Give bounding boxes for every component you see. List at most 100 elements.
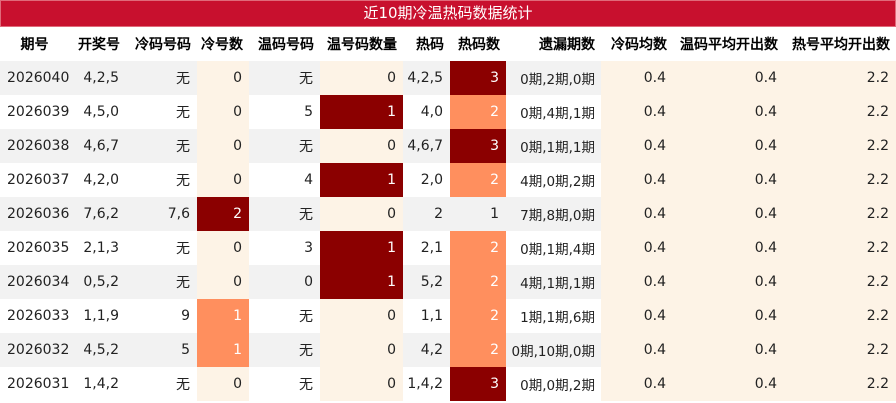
- cell-r9-c4: 无: [249, 367, 320, 401]
- table-row: 2026033 1,1,9 9 1 无 0 1,1 2 1期,1期,6期 0.4 0.4 2.2: [0, 299, 896, 333]
- stats-table: 期号 开奖号 冷码号码 冷号数 温码号码 温号码数量 热码 热码数 遗漏期数 冷码均数 温码平均开出…: [0, 27, 896, 401]
- cell-r5-c10: 0.4: [673, 231, 784, 265]
- cell-r8-c6: 4,2: [403, 333, 450, 367]
- cell-r1-c10: 0.4: [673, 95, 784, 129]
- cell-r5-c9: 0.4: [601, 231, 673, 265]
- cell-r4-c10: 0.4: [673, 197, 784, 231]
- cell-r6-c8: 4期,1期,1期: [506, 265, 601, 299]
- column-header-10: 温码平均开出数: [680, 37, 778, 53]
- column-header-8: 遗漏期数: [539, 37, 595, 53]
- cell-r6-c6: 5,2: [403, 265, 450, 299]
- cell-r9-c3: 0: [197, 367, 249, 401]
- cell-r0-c6: 4,2,5: [403, 61, 450, 95]
- column-header-0: 期号: [20, 37, 49, 53]
- cell-r7-c3: 1: [197, 299, 249, 333]
- cell-r8-c11: 2.2: [784, 333, 896, 367]
- cell-r8-c0: 2026032: [0, 333, 69, 367]
- cell-r0-c10: 0.4: [673, 61, 784, 95]
- column-header-6: 热码: [416, 37, 444, 53]
- cell-r3-c8: 4期,0期,2期: [506, 163, 601, 197]
- cell-r6-c0: 2026034: [0, 265, 69, 299]
- cell-r4-c2: 7,6: [126, 197, 197, 231]
- cell-r1-c6: 4,0: [403, 95, 450, 129]
- cell-r7-c2: 9: [126, 299, 197, 333]
- cell-r1-c0: 2026039: [0, 95, 69, 129]
- column-header-3: 冷号数: [201, 37, 243, 53]
- cell-r3-c4: 4: [249, 163, 320, 197]
- cell-r6-c9: 0.4: [601, 265, 673, 299]
- cell-r9-c8: 0期,0期,2期: [506, 367, 601, 401]
- table-row: 2026038 4,6,7 无 0 无 0 4,6,7 3 0期,1期,1期 0.4 0.4 2.2: [0, 129, 896, 163]
- cell-r0-c11: 2.2: [784, 61, 896, 95]
- cell-r8-c1: 4,5,2: [69, 333, 126, 367]
- cell-r0-c5: 0: [320, 61, 403, 95]
- cell-r7-c11: 2.2: [784, 299, 896, 333]
- cell-r1-c5: 1: [320, 95, 403, 129]
- cell-r4-c5: 0: [320, 197, 403, 231]
- cell-r2-c0: 2026038: [0, 129, 69, 163]
- column-header-1: 开奖号: [78, 37, 120, 53]
- table-row: 2026032 4,5,2 5 1 无 0 4,2 2 0期,10期,0期 0.4 0.4 2.2: [0, 333, 896, 367]
- cell-r0-c2: 无: [126, 61, 197, 95]
- column-header-11: 热号平均开出数: [792, 37, 890, 53]
- cell-r6-c2: 无: [126, 265, 197, 299]
- cell-r9-c0: 2026031: [0, 367, 69, 401]
- cell-r4-c0: 2026036: [0, 197, 69, 231]
- cell-r8-c2: 5: [126, 333, 197, 367]
- cell-r4-c8: 7期,8期,0期: [506, 197, 601, 231]
- cell-r2-c3: 0: [197, 129, 249, 163]
- cell-r5-c11: 2.2: [784, 231, 896, 265]
- cell-r4-c9: 0.4: [601, 197, 673, 231]
- cell-r4-c11: 2.2: [784, 197, 896, 231]
- cell-r1-c1: 4,5,0: [69, 95, 126, 129]
- chart-title: 近10期冷温热码数据统计: [0, 0, 896, 27]
- cell-r5-c8: 0期,1期,4期: [506, 231, 601, 265]
- cell-r0-c3: 0: [197, 61, 249, 95]
- cell-r6-c10: 0.4: [673, 265, 784, 299]
- table-row: 2026035 2,1,3 无 0 3 1 2,1 2 0期,1期,4期 0.4 0.4 2.2: [0, 231, 896, 265]
- cell-r0-c8: 0期,2期,0期: [506, 61, 601, 95]
- cell-r3-c1: 4,2,0: [69, 163, 126, 197]
- cell-r0-c4: 无: [249, 61, 320, 95]
- cell-r8-c9: 0.4: [601, 333, 673, 367]
- cell-r8-c10: 0.4: [673, 333, 784, 367]
- cell-r3-c6: 2,0: [403, 163, 450, 197]
- column-header-4: 温码号码: [258, 37, 314, 53]
- cell-r0-c0: 2026040: [0, 61, 69, 95]
- cell-r2-c10: 0.4: [673, 129, 784, 163]
- cell-r6-c5: 1: [320, 265, 403, 299]
- cell-r2-c6: 4,6,7: [403, 129, 450, 163]
- cell-r1-c7: 2: [450, 95, 506, 129]
- table-row: 2026034 0,5,2 无 0 0 1 5,2 2 4期,1期,1期 0.4 0.4 2.2: [0, 265, 896, 299]
- cell-r9-c1: 1,4,2: [69, 367, 126, 401]
- cell-r9-c9: 0.4: [601, 367, 673, 401]
- cell-r3-c11: 2.2: [784, 163, 896, 197]
- cell-r7-c9: 0.4: [601, 299, 673, 333]
- cell-r4-c4: 无: [249, 197, 320, 231]
- cell-r1-c2: 无: [126, 95, 197, 129]
- table-row: 2026031 1,4,2 无 0 无 0 1,4,2 3 0期,0期,2期 0.4 0.4 2.2: [0, 367, 896, 401]
- cell-r7-c5: 0: [320, 299, 403, 333]
- cell-r3-c7: 2: [450, 163, 506, 197]
- table-body: 2026040 4,2,5 无 0 无 0 4,2,5 3 0期,2期,0期 0.4 0.4 2.2 2…: [0, 61, 896, 401]
- cell-r1-c8: 0期,4期,1期: [506, 95, 601, 129]
- cell-r6-c7: 2: [450, 265, 506, 299]
- table-row: 2026040 4,2,5 无 0 无 0 4,2,5 3 0期,2期,0期 0.4 0.4 2.2: [0, 61, 896, 95]
- cell-r4-c7: 1: [450, 197, 506, 231]
- cell-r7-c8: 1期,1期,6期: [506, 299, 601, 333]
- cell-r9-c11: 2.2: [784, 367, 896, 401]
- cell-r0-c7: 3: [450, 61, 506, 95]
- cell-r7-c1: 1,1,9: [69, 299, 126, 333]
- table-row: 2026037 4,2,0 无 0 4 1 2,0 2 4期,0期,2期 0.4 0.4 2.2: [0, 163, 896, 197]
- cell-r9-c2: 无: [126, 367, 197, 401]
- cell-r7-c4: 无: [249, 299, 320, 333]
- cell-r2-c5: 0: [320, 129, 403, 163]
- cell-r4-c3: 2: [197, 197, 249, 231]
- cell-r6-c1: 0,5,2: [69, 265, 126, 299]
- cell-r3-c10: 0.4: [673, 163, 784, 197]
- cell-r6-c11: 2.2: [784, 265, 896, 299]
- cell-r8-c3: 1: [197, 333, 249, 367]
- cell-r1-c9: 0.4: [601, 95, 673, 129]
- cell-r5-c1: 2,1,3: [69, 231, 126, 265]
- table-row: 2026036 7,6,2 7,6 2 无 0 2 1 7期,8期,0期 0.4 0.4 2.2: [0, 197, 896, 231]
